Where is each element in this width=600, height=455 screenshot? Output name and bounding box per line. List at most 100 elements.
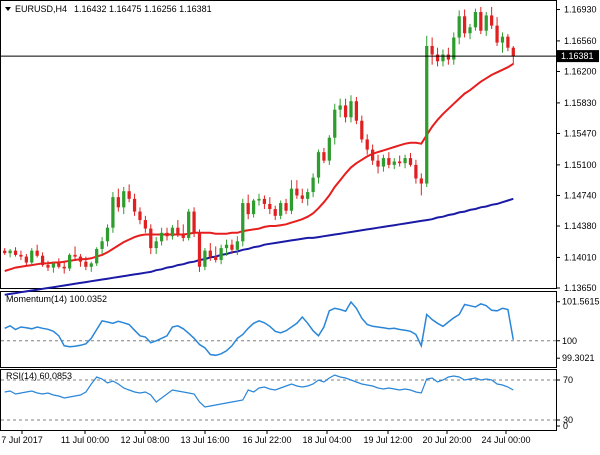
- candle: [35, 244, 39, 258]
- candle: [105, 224, 110, 247]
- candle-body: [19, 254, 23, 257]
- candle-body: [398, 161, 402, 164]
- candle: [360, 115, 364, 143]
- candle-body: [84, 261, 88, 267]
- price-tick-label: 1.16930: [564, 4, 597, 14]
- price-tick-label: 1.16200: [564, 66, 597, 76]
- candle-body: [8, 250, 12, 254]
- candle: [473, 8, 478, 31]
- sma-fast-line: [4, 62, 514, 272]
- candle-body: [187, 211, 191, 238]
- candle-body: [24, 256, 28, 263]
- sma-slow-line: [4, 197, 514, 296]
- candle: [251, 198, 256, 218]
- candle-body: [105, 227, 110, 242]
- candle-body: [89, 263, 93, 267]
- candle-body: [116, 197, 120, 208]
- momentum-line: [4, 300, 515, 357]
- candle: [132, 193, 137, 216]
- candle-body: [95, 248, 99, 264]
- candle-body: [408, 158, 413, 165]
- candle: [181, 224, 185, 242]
- candle: [414, 159, 418, 184]
- candle: [435, 47, 440, 67]
- price-tick-label: 1.14010: [564, 252, 597, 262]
- candle: [452, 32, 456, 65]
- candle-body: [40, 255, 45, 266]
- candle: [425, 35, 429, 187]
- candle: [349, 95, 353, 123]
- candle: [457, 10, 461, 45]
- price-tick-label: 1.16560: [564, 36, 597, 46]
- candle: [387, 152, 391, 169]
- candle: [257, 193, 261, 206]
- candle: [408, 152, 413, 167]
- candle: [127, 184, 131, 203]
- candle: [500, 32, 505, 53]
- price-tick-label: 1.15100: [564, 160, 597, 170]
- time-tick-label: 12 Jul 08:00: [120, 435, 169, 445]
- candle-body: [230, 244, 234, 250]
- candle: [149, 224, 153, 255]
- candle-body: [473, 12, 478, 28]
- candle: [268, 197, 272, 215]
- candle-body: [3, 250, 7, 254]
- candle: [3, 248, 7, 255]
- candle-body: [235, 241, 239, 250]
- candle: [219, 244, 223, 265]
- candle-body: [197, 232, 202, 267]
- candle: [95, 247, 99, 266]
- candle-body: [100, 241, 104, 249]
- candle-body: [430, 46, 434, 55]
- candle: [224, 239, 229, 256]
- candle-body: [311, 177, 315, 193]
- candle: [365, 134, 369, 155]
- candle: [89, 261, 93, 272]
- candle: [111, 192, 115, 233]
- rsi-tick-label: 70: [563, 375, 573, 385]
- candle-body: [289, 188, 294, 211]
- candle: [203, 248, 207, 271]
- candle-body: [192, 211, 196, 233]
- candle-body: [219, 248, 223, 260]
- momentum-tick-label: 101.5615: [562, 297, 600, 307]
- candle: [208, 242, 212, 261]
- candle-body: [35, 250, 39, 256]
- candle-body: [57, 263, 61, 267]
- candle-body: [51, 263, 56, 268]
- time-tick-label: 16 Jul 22:00: [242, 435, 291, 445]
- candle: [479, 6, 483, 35]
- candle: [116, 188, 120, 212]
- price-tick-label: 1.14740: [564, 190, 597, 200]
- candle: [279, 200, 283, 220]
- candle-body: [316, 152, 321, 178]
- candle: [370, 144, 375, 165]
- candle: [30, 248, 34, 266]
- candle-body: [241, 203, 245, 242]
- ohlc-readout: 1.16432 1.16475 1.16256 1.16381: [74, 4, 212, 14]
- candle: [490, 6, 494, 30]
- candle-body: [441, 54, 445, 62]
- candle-body: [414, 164, 418, 179]
- candle: [338, 98, 342, 118]
- candle: [187, 209, 191, 241]
- candle: [322, 147, 326, 164]
- candle-body: [452, 37, 456, 60]
- candle-body: [279, 203, 283, 216]
- candle: [376, 154, 380, 174]
- candle: [154, 237, 158, 255]
- collapse-triangle-icon[interactable]: [5, 7, 11, 11]
- candle: [506, 34, 510, 52]
- candle: [192, 207, 196, 238]
- candle: [392, 158, 396, 170]
- rsi-panel-frame: [0, 369, 557, 431]
- candle-body: [479, 12, 483, 31]
- candle: [143, 215, 148, 233]
- price-tick-label: 1.13650: [564, 283, 597, 293]
- rsi-line: [4, 374, 514, 408]
- candle-body: [506, 36, 510, 48]
- candle: [343, 98, 348, 123]
- price-tick-label: 1.15830: [564, 98, 597, 108]
